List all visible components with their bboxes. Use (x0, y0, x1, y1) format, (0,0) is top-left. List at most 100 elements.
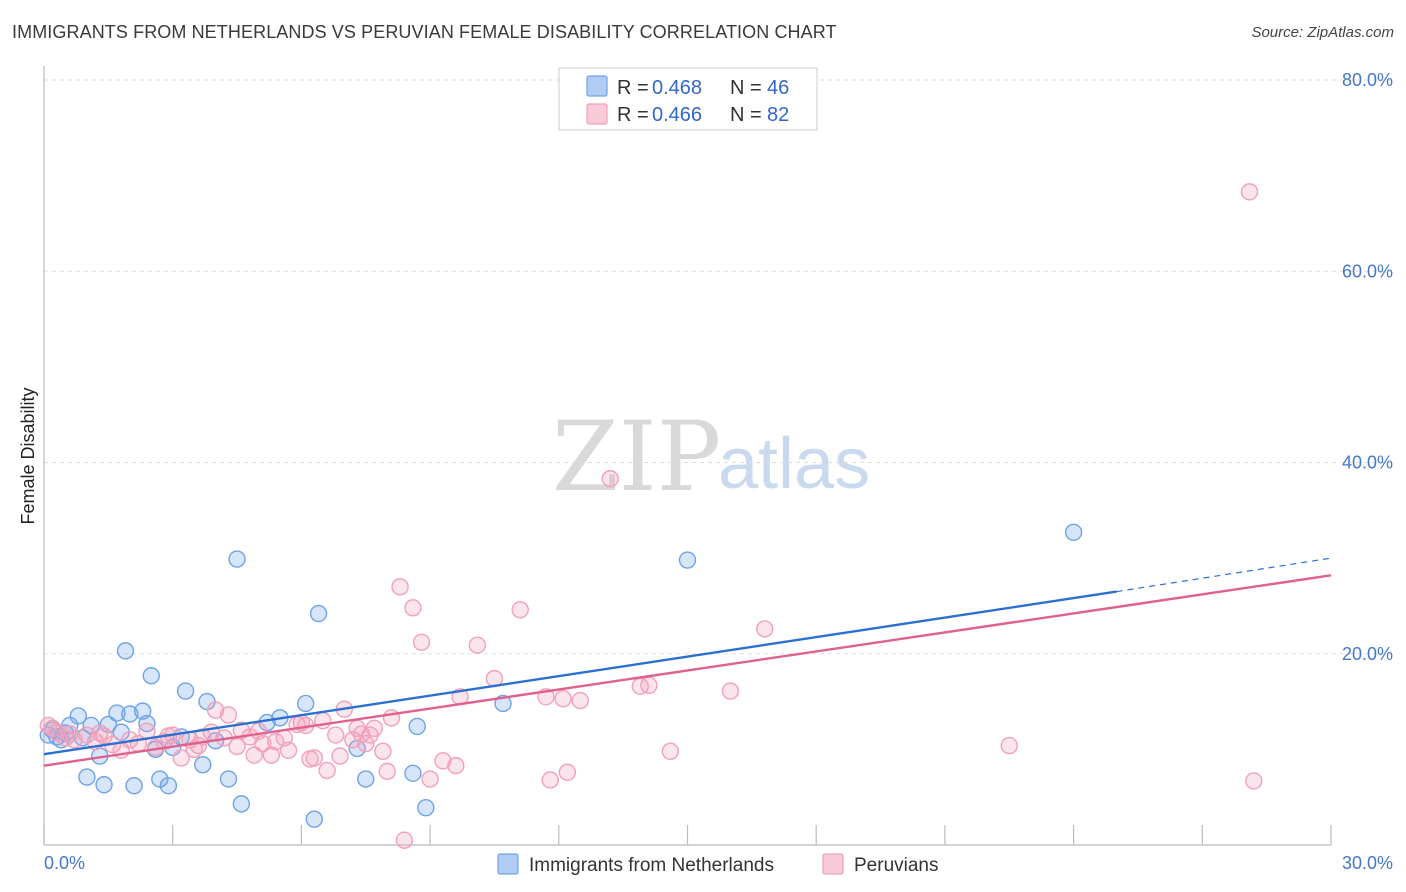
point-netherlands (194, 755, 212, 774)
point-peruvians (1000, 736, 1018, 755)
point-peruvians (357, 734, 375, 753)
trend-line-netherlands-extension (1116, 557, 1332, 593)
x-tick-label-min: 0.0% (44, 853, 85, 873)
point-peruvians (228, 737, 246, 756)
point-netherlands (357, 770, 375, 788)
legend-r-label: R = (617, 77, 649, 99)
legend-n-label: N = (730, 104, 762, 126)
point-peruvians (571, 691, 589, 710)
point-netherlands (678, 551, 697, 569)
point-netherlands (232, 795, 251, 813)
point-peruvians (266, 733, 285, 751)
legend-n-label: N = (730, 77, 762, 99)
point-peruvians (43, 719, 62, 738)
point-peruvians (249, 722, 268, 740)
point-peruvians (61, 725, 79, 743)
point-netherlands (95, 776, 113, 794)
point-netherlands (78, 768, 96, 786)
bottom-legend-swatch-netherlands (497, 853, 519, 875)
y-axis-label: Female Disability (18, 387, 38, 524)
point-peruvians (305, 749, 323, 767)
point-peruvians (541, 771, 559, 789)
series-legend: Immigrants from Netherlands Peruvians (497, 853, 939, 876)
bottom-legend-label-netherlands: Immigrants from Netherlands (529, 855, 774, 876)
legend-swatch-peruvians (586, 103, 608, 125)
point-netherlands (417, 799, 435, 817)
legend-swatch-netherlands (586, 75, 608, 97)
point-netherlands (228, 550, 246, 568)
point-peruvians (434, 752, 452, 770)
point-peruvians (172, 749, 190, 767)
point-netherlands (159, 777, 178, 795)
watermark-atlas: atlas (718, 424, 870, 504)
point-netherlands (69, 707, 88, 725)
trend-line-peruvians (43, 574, 1332, 767)
point-netherlands (142, 667, 160, 685)
gridlines (44, 79, 1392, 655)
point-netherlands (296, 694, 315, 713)
point-netherlands (219, 770, 238, 788)
point-netherlands (404, 764, 422, 782)
point-peruvians (661, 742, 680, 760)
point-peruvians (378, 762, 396, 781)
point-netherlands (116, 642, 135, 660)
point-peruvians (468, 636, 486, 654)
legend-r-value-peruvians: 0.466 (652, 104, 702, 126)
point-peruvians (206, 701, 225, 719)
point-netherlands (305, 810, 323, 828)
point-peruvians (721, 682, 740, 700)
point-peruvians (262, 746, 281, 764)
point-peruvians (279, 741, 298, 760)
point-peruvians (412, 633, 431, 651)
chart-title: IMMIGRANTS FROM NETHERLANDS VS PERUVIAN … (12, 22, 837, 42)
point-peruvians (219, 706, 238, 724)
y-tick-label: 80.0% (1342, 70, 1393, 90)
series-peruvians-points (39, 183, 1263, 849)
point-netherlands (125, 777, 143, 795)
point-peruvians (601, 470, 619, 488)
point-peruvians (374, 742, 392, 760)
y-tick-label: 60.0% (1342, 261, 1393, 281)
point-peruvians (421, 770, 439, 788)
legend-n-value-netherlands: 46 (767, 77, 789, 99)
point-netherlands (108, 704, 126, 722)
trend-lines (43, 557, 1332, 767)
y-tick-label: 40.0% (1342, 453, 1393, 473)
x-tick-marks (43, 825, 1332, 845)
point-peruvians (1240, 183, 1259, 201)
point-peruvians (554, 689, 572, 708)
point-peruvians (245, 746, 263, 764)
point-peruvians (327, 726, 345, 744)
point-netherlands (1064, 523, 1083, 542)
point-peruvians (631, 677, 650, 695)
point-peruvians (189, 736, 208, 755)
point-peruvians (511, 601, 529, 619)
point-peruvians (1245, 772, 1263, 790)
trend-line-netherlands (43, 590, 1117, 756)
point-peruvians (756, 620, 774, 638)
point-peruvians (318, 761, 336, 780)
stats-legend: R = 0.468 N = 46 R = 0.466 N = 82 (558, 67, 818, 131)
point-peruvians (391, 578, 409, 596)
point-netherlands (121, 705, 139, 723)
point-peruvians (404, 599, 422, 617)
point-netherlands (408, 717, 426, 736)
x-tick-label-max: 30.0% (1342, 853, 1393, 873)
point-peruvians (558, 763, 577, 782)
point-peruvians (447, 756, 465, 775)
legend-r-value-netherlands: 0.468 (652, 77, 702, 99)
point-netherlands (176, 682, 195, 700)
point-peruvians (395, 831, 414, 849)
watermark-zip: ZIP (552, 401, 721, 513)
bottom-legend-swatch-peruvians (822, 853, 844, 875)
legend-r-label: R = (617, 104, 649, 126)
source-credit: Source: ZipAtlas.com (1251, 24, 1394, 41)
bottom-legend-label-peruvians: Peruvians (854, 855, 939, 876)
point-peruvians (91, 724, 109, 742)
series-netherlands-points (39, 523, 1083, 828)
point-peruvians (331, 747, 349, 765)
point-netherlands (309, 604, 328, 623)
y-tick-label: 20.0% (1342, 644, 1393, 664)
point-peruvians (352, 725, 371, 743)
